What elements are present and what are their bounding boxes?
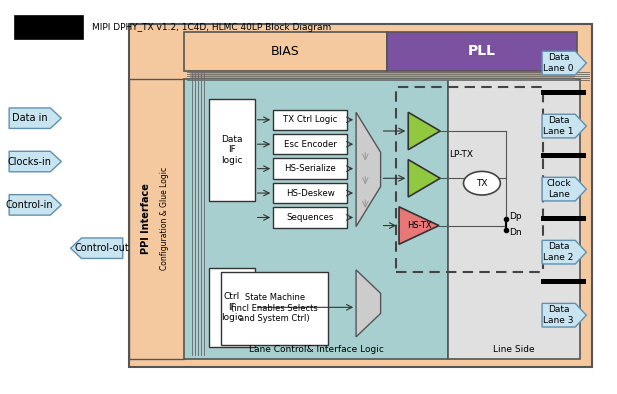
Polygon shape [399, 207, 439, 244]
FancyBboxPatch shape [273, 134, 347, 154]
Text: Control-in: Control-in [6, 200, 54, 210]
Polygon shape [408, 160, 440, 197]
FancyBboxPatch shape [273, 158, 347, 179]
Polygon shape [356, 270, 381, 337]
Polygon shape [70, 238, 123, 258]
Text: HS-TX: HS-TX [407, 221, 431, 230]
Text: BIAS: BIAS [271, 45, 300, 58]
Text: Ctrl
IF
logic: Ctrl IF logic [221, 292, 242, 322]
FancyBboxPatch shape [184, 79, 448, 359]
FancyBboxPatch shape [541, 153, 586, 158]
Text: PLL: PLL [468, 44, 496, 58]
Polygon shape [356, 112, 381, 227]
Polygon shape [9, 195, 61, 215]
Text: Data
Lane 1: Data Lane 1 [544, 116, 574, 136]
FancyBboxPatch shape [129, 79, 184, 359]
Text: Clock
Lane: Clock Lane [547, 179, 571, 199]
Text: TX: TX [476, 179, 487, 188]
Text: HS-Serialize: HS-Serialize [284, 164, 336, 173]
FancyBboxPatch shape [184, 32, 387, 71]
Text: HS-Deskew: HS-Deskew [286, 189, 334, 197]
FancyBboxPatch shape [541, 216, 586, 221]
Text: LP-TX: LP-TX [449, 150, 473, 159]
FancyBboxPatch shape [541, 279, 586, 284]
Circle shape [463, 171, 500, 195]
FancyBboxPatch shape [273, 207, 347, 228]
Polygon shape [542, 240, 586, 264]
Text: Control-out: Control-out [75, 243, 130, 253]
Text: Data
Lane 2: Data Lane 2 [544, 242, 574, 262]
Polygon shape [408, 112, 440, 150]
Text: Esc Encoder: Esc Encoder [284, 140, 336, 149]
Text: Data
Lane 0: Data Lane 0 [544, 53, 574, 73]
Text: Configuration & Glue Logic: Configuration & Glue Logic [160, 167, 169, 270]
Polygon shape [542, 177, 586, 201]
FancyBboxPatch shape [221, 272, 328, 345]
FancyBboxPatch shape [129, 24, 592, 367]
FancyBboxPatch shape [15, 16, 83, 39]
FancyBboxPatch shape [273, 183, 347, 203]
Text: TX Ctrl Logic: TX Ctrl Logic [283, 115, 337, 124]
Polygon shape [542, 114, 586, 138]
Text: Sequences: Sequences [286, 213, 334, 222]
Text: MIPI DPHY_TX v1.2, 1C4D, HLMC 40LP Block Diagram: MIPI DPHY_TX v1.2, 1C4D, HLMC 40LP Block… [92, 23, 331, 32]
Text: Line Side: Line Side [494, 346, 535, 354]
Text: Data in: Data in [12, 113, 48, 123]
Text: Clocks-in: Clocks-in [8, 156, 52, 167]
FancyBboxPatch shape [448, 79, 580, 359]
FancyBboxPatch shape [541, 90, 586, 95]
Polygon shape [542, 303, 586, 327]
FancyBboxPatch shape [273, 110, 347, 130]
Text: Dp: Dp [510, 212, 522, 221]
Text: PPI Interface: PPI Interface [141, 183, 151, 254]
FancyBboxPatch shape [387, 32, 577, 71]
Polygon shape [9, 151, 61, 172]
Polygon shape [9, 108, 61, 128]
Text: Data
IF
logic: Data IF logic [221, 135, 242, 165]
Polygon shape [542, 51, 586, 75]
FancyBboxPatch shape [209, 268, 255, 347]
Text: Data
Lane 3: Data Lane 3 [544, 305, 574, 325]
Text: Dn: Dn [510, 228, 522, 237]
Text: State Machine
(incl Enables Selects
and System Ctrl): State Machine (incl Enables Selects and … [231, 294, 318, 323]
Text: Lane Control& Interface Logic: Lane Control& Interface Logic [249, 346, 384, 354]
FancyBboxPatch shape [209, 98, 255, 201]
